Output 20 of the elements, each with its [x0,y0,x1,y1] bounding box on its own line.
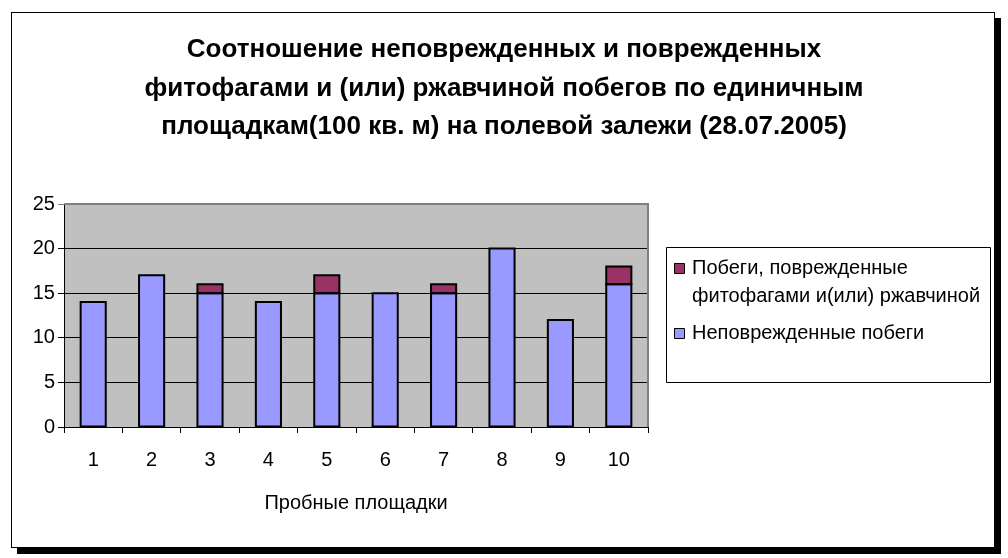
y-tick-label: 25 [32,191,55,214]
legend-label: Неповрежденные побеги [692,320,925,343]
chart-title: Соотношение неповрежденных и поврежденных фитофагами и (или) ржавчиной побегов по единичным площадкам(100 кв. м) на полевой залежи (28.07.2005) [144,33,864,141]
x-tick-label: 6 [379,447,391,470]
x-tick-label: 7 [438,447,450,470]
x-tick-label: 9 [554,447,566,470]
y-tick-label: 5 [43,369,55,392]
x-tick-label: 2 [146,447,158,470]
y-tick-label: 20 [32,236,55,259]
y-tick-label: 15 [32,280,55,303]
y-tick-label: 0 [43,414,55,437]
legend-label: Побеги, поврежденные фитофагами и(или) ржавчиной [692,255,981,306]
y-tick-label: 10 [32,325,55,348]
x-tick-label: 3 [204,447,216,470]
x-axis-title: Пробные площадки [264,490,448,513]
x-tick-label: 5 [321,447,333,470]
x-tick-label: 4 [262,447,274,470]
x-tick-label: 1 [87,447,99,470]
x-tick-label: 8 [496,447,508,470]
x-tick-label: 10 [607,447,630,470]
